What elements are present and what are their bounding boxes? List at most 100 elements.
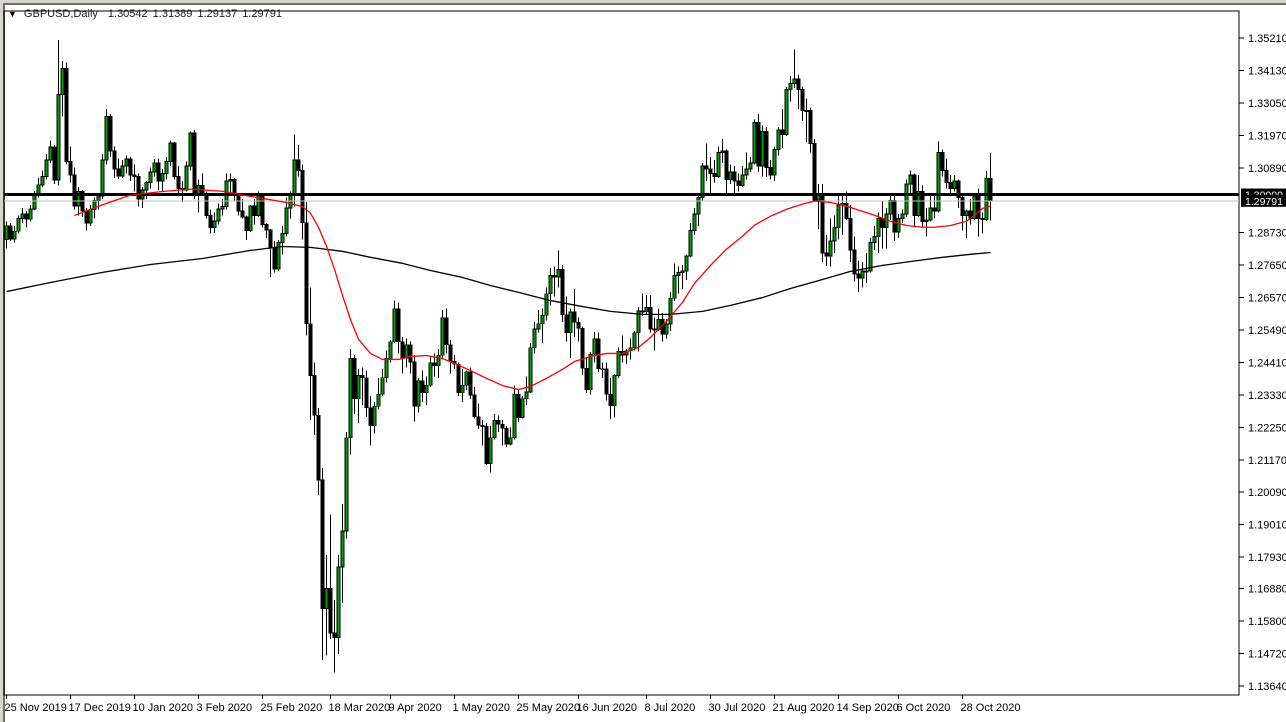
candle-down: [432, 362, 437, 367]
candle-down: [768, 167, 773, 176]
candle-up: [512, 393, 517, 439]
candle-down: [824, 252, 829, 257]
candle-up: [528, 347, 533, 393]
candle-up: [568, 311, 573, 334]
candle-down: [68, 161, 73, 176]
candle-up: [464, 371, 469, 386]
price-axis-label: 1.33050: [1248, 98, 1286, 110]
candle-down: [420, 380, 425, 394]
candle-down: [240, 210, 245, 218]
candle-up: [832, 227, 837, 242]
candle-down: [300, 170, 305, 224]
candle-up: [876, 218, 881, 237]
candle-up: [900, 213, 905, 219]
time-axis-label: 25 May 2020: [517, 702, 581, 714]
fast-moving-average-line: [74, 188, 991, 391]
candle-up: [716, 152, 721, 177]
candle-down: [132, 174, 137, 177]
candle-up: [744, 168, 749, 176]
candle-up: [592, 338, 597, 355]
candle-up: [860, 270, 865, 279]
price-axis-label: 1.20090: [1248, 487, 1286, 499]
price-axis-label: 1.30890: [1248, 163, 1286, 175]
candle-down: [852, 249, 857, 275]
candle-down: [476, 416, 481, 426]
price-axis-label: 1.35210: [1248, 33, 1286, 45]
candle-down: [812, 143, 817, 201]
slow-moving-average-line: [6, 245, 991, 316]
candle-down: [516, 393, 521, 418]
candle-down: [504, 427, 509, 445]
candle-down: [332, 632, 337, 638]
time-scale[interactable]: 25 Nov 2019 17 Dec 2019 10 Jan 2020 3 Feb 2…: [5, 695, 1021, 714]
candle-up: [612, 374, 617, 406]
candle-down: [736, 180, 741, 186]
candle-up: [896, 218, 901, 233]
candle-down: [704, 165, 709, 170]
candle-down: [368, 407, 373, 427]
candle-up: [56, 94, 61, 181]
symbol-dropdown-icon[interactable]: ▼: [8, 9, 17, 19]
candle-up: [392, 308, 397, 343]
time-axis-label: 18 Mar 2020: [329, 702, 391, 714]
candle-up: [356, 374, 361, 400]
candle-up: [728, 171, 733, 180]
candle-down: [596, 338, 601, 370]
candle-down: [52, 146, 57, 181]
candle-down: [580, 327, 585, 369]
candle-down: [204, 194, 209, 216]
candle-up: [680, 270, 685, 274]
candle-up: [788, 82, 793, 90]
candle-down: [312, 374, 317, 416]
candle-up: [292, 159, 297, 195]
candle-up: [872, 236, 877, 243]
candle-down: [808, 110, 813, 144]
candle-down: [552, 275, 557, 278]
price-scale[interactable]: 1.35210 1.34130 1.33050 1.31970 1.30890 1.287…: [1239, 33, 1286, 693]
candle-down: [84, 210, 89, 224]
candle-up: [76, 191, 81, 207]
time-axis-label: 30 Jul 2020: [709, 702, 766, 714]
candle-down: [732, 171, 737, 182]
candle-up: [388, 341, 393, 359]
candle-up: [124, 158, 129, 167]
candle-up: [96, 195, 101, 201]
window-frame-top-line: [0, 3, 1286, 5]
price-axis-label: 1.22250: [1248, 422, 1286, 434]
candle-down: [268, 229, 273, 249]
candle-up: [700, 165, 705, 198]
time-axis-label: 3 Feb 2020: [197, 702, 253, 714]
candle-up: [148, 171, 153, 183]
candle-up: [888, 200, 893, 215]
candle-up: [692, 213, 697, 231]
price-axis-label: 1.17930: [1248, 552, 1286, 564]
candle-up: [984, 177, 989, 220]
candle-up: [28, 208, 33, 220]
candle-down: [576, 321, 581, 329]
candle-down: [932, 207, 937, 212]
candle-down: [320, 479, 325, 609]
candle-up: [248, 205, 253, 231]
candle-up: [404, 344, 409, 359]
candle-up: [644, 306, 649, 313]
price-axis-label: 1.14720: [1248, 649, 1286, 661]
candle-down: [316, 414, 321, 481]
candle-down: [272, 247, 277, 270]
candle-up: [348, 357, 353, 439]
candle-up: [424, 384, 429, 394]
candle-up: [760, 131, 765, 167]
candle-up: [544, 293, 549, 316]
candle-up: [828, 240, 833, 257]
candle-down: [296, 159, 301, 171]
candle-down: [136, 176, 141, 200]
candle-down: [456, 363, 461, 394]
candle-down: [412, 361, 417, 407]
candle-up: [508, 437, 513, 445]
price-axis-label: 1.19010: [1248, 520, 1286, 532]
candle-down: [892, 200, 897, 233]
time-axis-label: 28 Oct 2020: [961, 702, 1021, 714]
candle-down: [948, 182, 953, 189]
candle-up: [20, 213, 25, 219]
candle-up: [344, 437, 349, 532]
